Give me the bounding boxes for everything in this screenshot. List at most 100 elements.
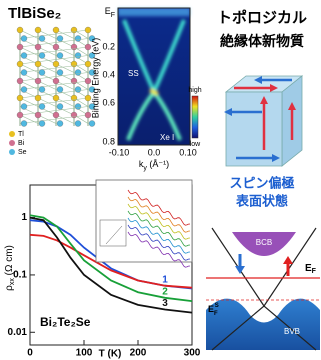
y-tick-label: 0.4 (102, 69, 115, 79)
spin-label: スピン偏極 (229, 176, 294, 192)
atom (21, 104, 27, 110)
atom (21, 121, 27, 127)
x-tick-label: 0.0 (148, 147, 161, 157)
x-tick-label: 300 (184, 348, 201, 359)
atom (21, 87, 27, 93)
atom (75, 87, 81, 93)
atom (39, 53, 45, 59)
atom (39, 121, 45, 127)
x-tick-label: 200 (130, 348, 147, 359)
ef-label: EF (305, 263, 317, 275)
atom (35, 44, 41, 50)
headline: トポロジカル (217, 9, 307, 27)
atom (21, 36, 27, 42)
y-tick-label: 0.2 (102, 41, 115, 51)
atom (21, 53, 27, 59)
bcb-label: BCB (256, 238, 272, 247)
curve-label: 3 (162, 298, 168, 309)
curve-label: 2 (162, 286, 168, 297)
sample-label: Bi₂Te₂Se (40, 315, 91, 329)
colorbar-low: low (190, 141, 201, 148)
atom (57, 53, 63, 59)
atom (53, 78, 59, 84)
legend-dot (9, 149, 15, 155)
k-label: k (290, 351, 294, 358)
legend-label: Bi (18, 140, 25, 147)
curve-label: 1 (162, 274, 168, 285)
atom (35, 61, 41, 67)
atom (75, 70, 81, 76)
atom (17, 112, 23, 118)
page: TlBiSe₂ Tl Bi Se EF 0.2 0.4 0.6 0.8 Bind… (0, 0, 321, 360)
atom (57, 36, 63, 42)
atom (75, 53, 81, 59)
efs-sub: F (214, 311, 218, 317)
atom (39, 70, 45, 76)
atom (75, 121, 81, 127)
crystal-title: TlBiSe₂ (8, 5, 61, 22)
legend-label: Se (18, 149, 27, 156)
y-tick-label: 0.01 (8, 327, 28, 338)
atom (85, 27, 91, 33)
x-label-rest: (Å⁻¹) (147, 159, 169, 169)
y-tick-label: 0.6 (102, 97, 115, 107)
atom (75, 36, 81, 42)
colorbar (192, 96, 198, 138)
atom (17, 27, 23, 33)
arpes-panel: EF 0.2 0.4 0.6 0.8 Binding Energy (eV) -… (90, 6, 201, 171)
x-tick-label: 0.10 (179, 147, 197, 157)
ef-sub: F (111, 12, 115, 19)
x-tick-label: 100 (76, 348, 93, 359)
colorbar-high: high (188, 87, 201, 94)
x-tick-label: -0.10 (109, 147, 130, 157)
ef-sub: F (312, 268, 317, 275)
legend-dot (9, 131, 15, 137)
inset (96, 180, 192, 267)
y-tick-label: 0.1 (13, 270, 27, 281)
band-diagram: BCB BVB EF EFS −k k (206, 228, 320, 358)
legend-label: Tl (18, 131, 24, 138)
bvb-label: BVB (284, 327, 300, 336)
atom (53, 27, 59, 33)
atom (57, 121, 63, 127)
legend-dot (9, 140, 15, 146)
atom (57, 87, 63, 93)
atom (57, 104, 63, 110)
atom (75, 104, 81, 110)
efs-sup: S (215, 303, 219, 309)
atom (17, 44, 23, 50)
cube-diagram (224, 76, 302, 166)
atom (35, 27, 41, 33)
x-axis-label: T (K) (99, 349, 122, 360)
y-axis-label: Binding Energy (eV) (90, 38, 100, 119)
ss-label: SS (128, 69, 139, 78)
atom (35, 95, 41, 101)
atom (39, 87, 45, 93)
atom (53, 44, 59, 50)
y-tick-label: 0.8 (102, 136, 115, 146)
atom (17, 95, 23, 101)
atom (53, 112, 59, 118)
atom (57, 70, 63, 76)
atom (53, 61, 59, 67)
atom (35, 78, 41, 84)
atom (35, 112, 41, 118)
k-label: −k (232, 351, 240, 358)
atom (21, 70, 27, 76)
y-tick-label: 1 (21, 212, 27, 223)
figure: TlBiSe₂ Tl Bi Se EF 0.2 0.4 0.6 0.8 Bind… (0, 0, 321, 360)
atom (17, 61, 23, 67)
atom (39, 36, 45, 42)
crystal-structure (17, 27, 95, 127)
y-axis-label: ρxx (Ω cm) (4, 245, 16, 291)
atom (89, 121, 95, 127)
atom (53, 95, 59, 101)
crystal-legend: Tl Bi Se (9, 131, 27, 156)
spin-label: 表面状態 (235, 194, 288, 210)
x-axis-label: ky (Å⁻¹) (139, 159, 169, 171)
atom (39, 104, 45, 110)
x-tick-label: 0 (27, 348, 33, 359)
source-label: Xe I (160, 133, 174, 142)
ef-label: EF (105, 6, 115, 18)
headline: 絶縁体新物質 (220, 33, 304, 50)
